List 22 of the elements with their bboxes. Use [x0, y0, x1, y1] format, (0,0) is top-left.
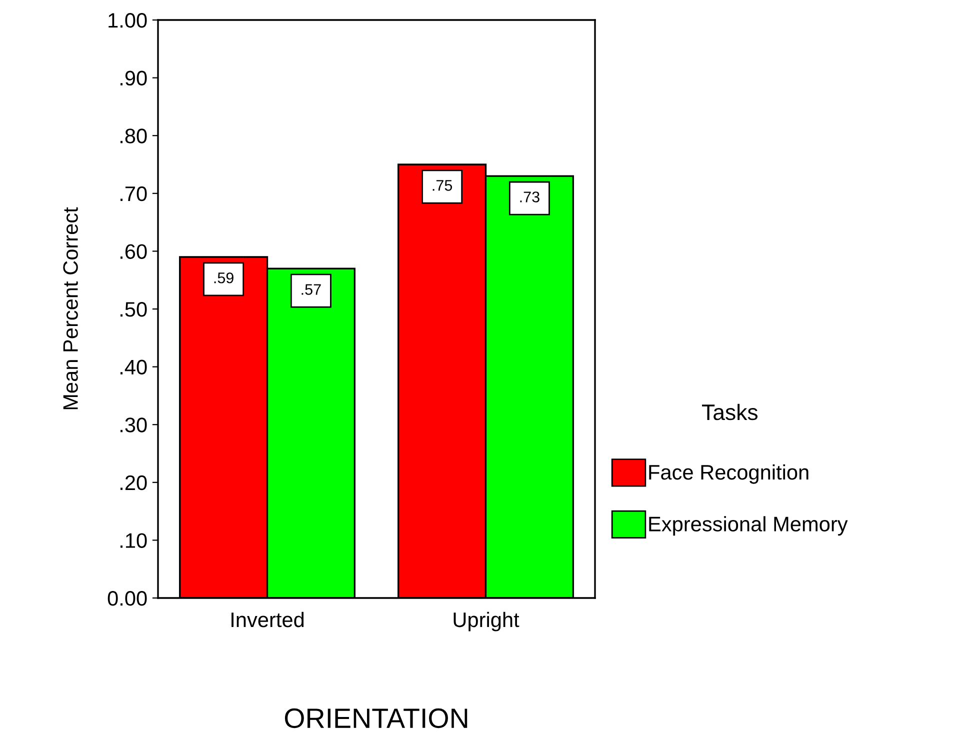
- y-tick-label: 0.00: [108, 591, 147, 606]
- y-tick-label: .10: [120, 533, 147, 548]
- data-label: .75: [432, 180, 452, 191]
- y-tick-label: 1.00: [108, 13, 147, 28]
- y-tick-label: .60: [120, 244, 147, 259]
- data-label: .57: [302, 284, 321, 295]
- y-tick-label: .30: [120, 418, 147, 432]
- x-axis-title: ORIENTATION: [284, 708, 468, 728]
- legend-title: Tasks: [702, 404, 758, 420]
- legend-label: Expressional Memory: [649, 516, 848, 536]
- data-label: .73: [520, 192, 540, 202]
- x-tick-label: Upright: [454, 612, 520, 632]
- y-tick-label: .90: [120, 70, 147, 86]
- y-axis-title: Mean Percent Correct: [63, 207, 78, 410]
- y-tick-label: .80: [120, 128, 147, 144]
- legend-label: Face Recognition: [649, 464, 808, 484]
- x-tick-label: Inverted: [232, 612, 304, 628]
- y-tick-label: .70: [120, 186, 147, 202]
- y-tick-label: .40: [120, 360, 147, 375]
- y-tick-label: .50: [120, 302, 147, 317]
- data-label: .59: [214, 272, 234, 284]
- y-tick-label: .20: [120, 475, 147, 490]
